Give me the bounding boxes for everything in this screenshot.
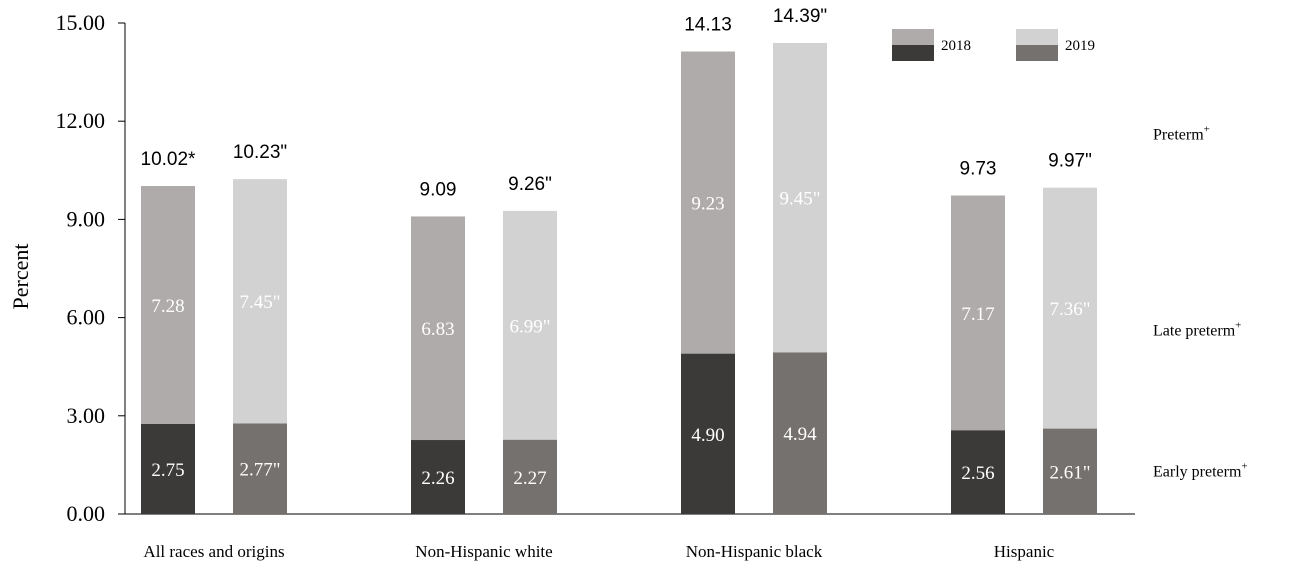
bar-late-preterm-2019 (233, 179, 287, 424)
y-tick-label: 9.00 (67, 206, 106, 231)
bar-late-preterm-2019 (503, 210, 557, 440)
data-label-early: 2.61" (1049, 462, 1090, 483)
y-axis-title: Percent (8, 244, 33, 310)
data-label-early: 2.75 (151, 460, 184, 481)
bar-early-preterm-2019 (1043, 428, 1097, 514)
bar-early-preterm-2019 (503, 439, 557, 514)
side-label: Early preterm+ (1153, 460, 1248, 480)
data-label-late: 7.28 (151, 296, 184, 317)
data-label-late: 9.23 (691, 194, 724, 215)
data-label-late: 6.83 (421, 319, 454, 340)
data-label-early: 2.26 (421, 468, 454, 489)
data-label-total: 9.73 (960, 159, 997, 180)
y-tick-label: 3.00 (67, 403, 106, 428)
legend-swatch-early-2018 (892, 45, 934, 61)
bar-late-preterm-2018 (141, 186, 195, 424)
data-label-late: 7.36" (1049, 299, 1090, 320)
x-category-label: Hispanic (994, 542, 1055, 561)
y-tick-label: 15.00 (56, 10, 106, 35)
bar-late-preterm-2018 (951, 195, 1005, 431)
bar-early-preterm-2018 (141, 423, 195, 514)
bar-late-preterm-2018 (681, 51, 735, 354)
legend-swatch-late-2019 (1016, 29, 1058, 45)
legend-label: 2018 (941, 38, 971, 54)
data-label-total: 9.09 (420, 179, 457, 200)
data-label-early: 2.56 (961, 463, 994, 484)
bar-late-preterm-2018 (411, 216, 465, 441)
data-label-early: 4.90 (691, 425, 724, 446)
data-label-late: 9.45" (779, 189, 820, 210)
x-category-label: All races and origins (143, 542, 284, 561)
data-label-total: 9.97" (1048, 151, 1092, 172)
bar-early-preterm-2018 (951, 430, 1005, 514)
bar-late-preterm-2019 (1043, 187, 1097, 429)
bar-early-preterm-2019 (773, 352, 827, 514)
side-label: Late preterm+ (1153, 320, 1241, 340)
data-label-late: 6.99" (509, 316, 550, 337)
bar-late-preterm-2019 (773, 42, 827, 353)
data-label-late: 7.45" (239, 292, 280, 313)
legend-swatch-late-2018 (892, 29, 934, 45)
data-label-early: 2.77" (239, 460, 280, 481)
data-label-total: 9.26" (508, 174, 552, 195)
x-category-label: Non-Hispanic white (415, 542, 552, 561)
bar-early-preterm-2018 (411, 440, 465, 514)
legend-swatch-early-2019 (1016, 45, 1058, 61)
side-label: Preterm+ (1153, 123, 1210, 143)
data-label-total: 14.39" (773, 6, 827, 27)
data-label-early: 2.27 (513, 468, 546, 489)
data-label-total: 10.02* (141, 149, 197, 170)
y-tick-label: 6.00 (67, 305, 106, 330)
y-tick-label: 0.00 (67, 501, 106, 526)
legend-label: 2019 (1065, 38, 1095, 54)
data-label-total: 10.23" (233, 142, 287, 163)
data-label-total: 14.13 (684, 14, 732, 35)
y-tick-label: 12.00 (56, 108, 106, 133)
x-category-label: Non-Hispanic black (686, 542, 823, 561)
data-label-late: 7.17 (961, 304, 994, 325)
bar-early-preterm-2018 (681, 353, 735, 514)
data-label-early: 4.94 (783, 424, 817, 445)
bar-early-preterm-2019 (233, 423, 287, 514)
